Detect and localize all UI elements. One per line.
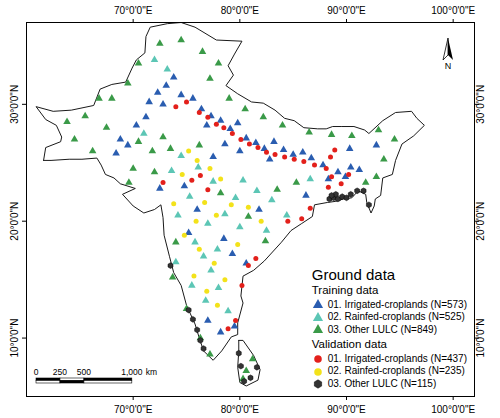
html-text:Validation data: Validation data xyxy=(311,338,387,350)
svg-text:500: 500 xyxy=(77,367,91,377)
svg-text:km: km xyxy=(146,367,157,377)
svg-text:100°0'0"E: 100°0'0"E xyxy=(431,5,475,16)
svg-text:30°0'0"N: 30°0'0"N xyxy=(9,85,20,124)
html-text:03. Other LULC (N=849): 03. Other LULC (N=849) xyxy=(327,323,437,335)
svg-text:10°0'0"N: 10°0'0"N xyxy=(475,319,486,358)
svg-text:1,000: 1,000 xyxy=(121,367,143,377)
svg-text:100°0'0"E: 100°0'0"E xyxy=(431,404,475,415)
svg-text:90°0'0"E: 90°0'0"E xyxy=(327,5,366,16)
html-text:01. Irrigated-croplands (N=437: 01. Irrigated-croplands (N=437) xyxy=(327,352,467,364)
svg-text:20°0'0"N: 20°0'0"N xyxy=(9,202,20,241)
svg-text:N: N xyxy=(445,61,452,71)
html-text:02. Rainfed-croplands (N=235): 02. Rainfed-croplands (N=235) xyxy=(327,365,465,377)
svg-text:10°0'0"N: 10°0'0"N xyxy=(9,319,20,358)
svg-text:20°0'0"N: 20°0'0"N xyxy=(475,202,486,241)
svg-text:90°0'0"E: 90°0'0"E xyxy=(327,404,366,415)
html-text:Training data: Training data xyxy=(311,284,379,296)
svg-text:70°0'0"E: 70°0'0"E xyxy=(114,404,153,415)
html-text:02. Rainfed-croplands (N=525): 02. Rainfed-croplands (N=525) xyxy=(327,311,465,323)
svg-text:70°0'0"E: 70°0'0"E xyxy=(114,5,153,16)
svg-text:80°0'0"E: 80°0'0"E xyxy=(221,404,260,415)
svg-text:250: 250 xyxy=(53,367,67,377)
html-text:03. Other LULC (N=115): 03. Other LULC (N=115) xyxy=(327,377,437,389)
svg-text:30°0'0"N: 30°0'0"N xyxy=(475,85,486,124)
svg-text:0: 0 xyxy=(34,367,39,377)
svg-text:80°0'0"E: 80°0'0"E xyxy=(221,5,260,16)
html-text:Ground data: Ground data xyxy=(311,266,396,283)
html-text:01. Irrigated-croplands (N=573: 01. Irrigated-croplands (N=573) xyxy=(327,298,467,310)
